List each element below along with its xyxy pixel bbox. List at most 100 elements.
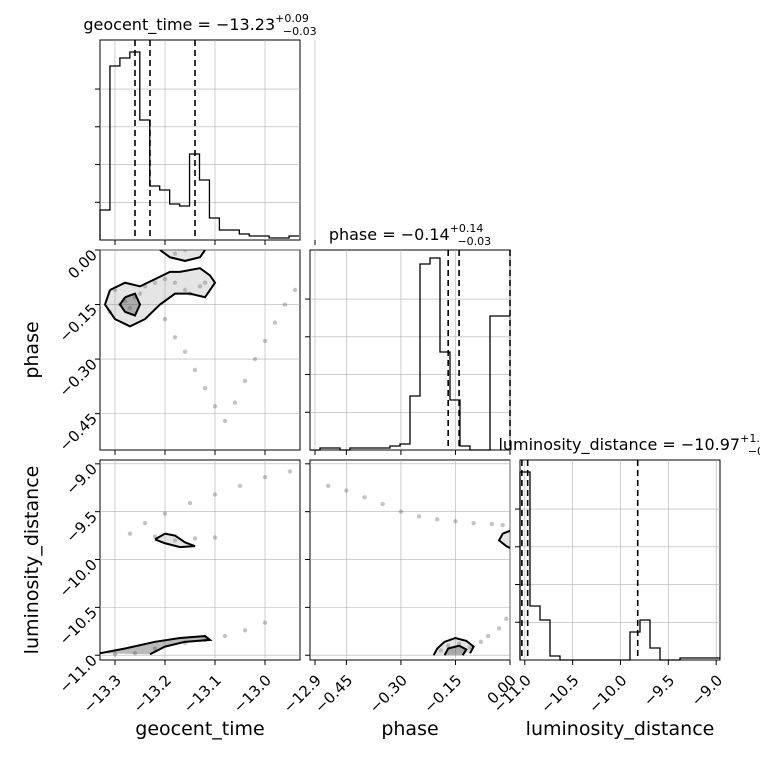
y-tick-label: −0.45 (56, 410, 101, 455)
title-lower-error: −0.07 (748, 445, 760, 458)
scatter-panel-geocent_time-luminosity_distance (95, 459, 316, 665)
scatter-point (162, 511, 168, 516)
contour-line (154, 532, 196, 549)
panel-title: luminosity_distance = −10.97+1.16−0.07 (498, 432, 760, 458)
scatter-point (282, 302, 288, 307)
x-tick-label: −10.0 (585, 671, 630, 716)
scatter-point (292, 287, 298, 293)
title-lower-error: −0.03 (457, 235, 491, 248)
scatter-point (242, 628, 248, 633)
scatter-point (212, 492, 218, 497)
scatter-point (453, 519, 458, 524)
scatter-point (172, 538, 178, 543)
panel-frame (309, 459, 511, 661)
title-prefix: phase = (329, 225, 401, 244)
title-value: −10.97 (681, 435, 740, 454)
scatter-point (197, 284, 203, 289)
scatter-point (137, 291, 143, 296)
scatter-point (485, 633, 491, 639)
scatter-point (192, 536, 198, 541)
scatter-panel-phase-luminosity_distance (305, 459, 511, 665)
x-tick-label: −13.2 (130, 671, 175, 716)
scatter-point (222, 633, 228, 639)
panel-frame (99, 39, 301, 241)
scatter-point (132, 651, 138, 656)
scatter-point (500, 522, 505, 528)
scatter-point (242, 378, 248, 384)
scatter-point (272, 320, 278, 325)
contour-line (443, 644, 468, 656)
x-tick-label: −10.5 (537, 671, 582, 716)
scatter-point (456, 641, 462, 646)
title-upper-error: +1.16 (740, 432, 760, 445)
scatter-point (471, 520, 476, 526)
panel-title: geocent_time = −13.23+0.09 −0.03 (83, 12, 316, 38)
y-axis-label: phase (21, 321, 43, 378)
y-tick-label: −0.30 (56, 355, 101, 400)
panel-frame (99, 459, 301, 661)
title-upper-error: +0.09 (275, 12, 309, 25)
scatter-point (496, 626, 502, 631)
scatter-point (435, 517, 440, 522)
contour-line (497, 529, 510, 549)
y-tick-label: −10.5 (56, 603, 101, 648)
scatter-point (172, 335, 178, 340)
y-tick-label: −10.0 (56, 556, 101, 601)
scatter-point (438, 648, 444, 653)
y-tick-label: −0.15 (56, 301, 101, 346)
histogram-panel-geocent_time: geocent_time = −13.23+0.09 −0.03 (83, 12, 317, 245)
scatter-point (325, 483, 331, 489)
scatter-point (172, 280, 178, 285)
scatter-point (380, 501, 385, 507)
scatter-point (182, 287, 188, 293)
scatter-point (416, 514, 422, 519)
scatter-point (142, 520, 148, 526)
scatter-point (222, 418, 228, 424)
scatter-point (303, 277, 307, 281)
scatter-point (187, 500, 193, 506)
title-value: −0.14 (401, 225, 450, 244)
title-lower-error: −0.03 (283, 25, 317, 38)
scatter-point (202, 280, 208, 285)
scatter-point (445, 643, 451, 648)
scatter-point (504, 616, 509, 622)
y-tick-label: −9.0 (62, 460, 100, 498)
histogram-step-line (519, 471, 720, 661)
scatter-point (262, 338, 268, 344)
contour-line (100, 635, 213, 656)
histogram-step-line (99, 51, 299, 240)
scatter-point (232, 400, 238, 405)
contour-line (118, 292, 142, 317)
x-tick-label: −13.1 (180, 671, 225, 716)
scatter-point (398, 509, 404, 514)
scatter-point (192, 367, 198, 373)
scatter-point (262, 475, 268, 480)
y-tick-label: 0.00 (64, 246, 100, 282)
x-tick-label: −0.15 (420, 671, 465, 716)
scatter-point (262, 620, 268, 625)
contour-line (103, 267, 217, 328)
panel-frame (99, 249, 301, 451)
histogram-step-line (310, 257, 510, 451)
scatter-point (182, 349, 188, 355)
scatter-point (489, 521, 495, 527)
x-tick-label: −13.0 (230, 671, 275, 716)
panel-frame (519, 459, 721, 661)
x-axis-label: geocent_time (135, 718, 264, 740)
scatter-point (152, 646, 158, 651)
scatter-point (162, 276, 168, 282)
scatter-point (287, 469, 293, 474)
scatter-point (182, 250, 188, 253)
scatter-layer (103, 250, 307, 424)
scatter-point (478, 639, 484, 645)
scatter-point (212, 535, 218, 540)
y-tick-label: −9.5 (62, 508, 100, 546)
x-tick-label: −9.0 (688, 671, 726, 709)
x-tick-label: −9.5 (640, 671, 678, 709)
x-axis-label: luminosity_distance (526, 718, 715, 740)
scatter-point (202, 385, 208, 391)
scatter-point (212, 404, 218, 409)
y-axis-label: luminosity_distance (21, 466, 43, 655)
x-tick-label: −0.30 (366, 671, 411, 716)
scatter-layer (325, 483, 510, 656)
